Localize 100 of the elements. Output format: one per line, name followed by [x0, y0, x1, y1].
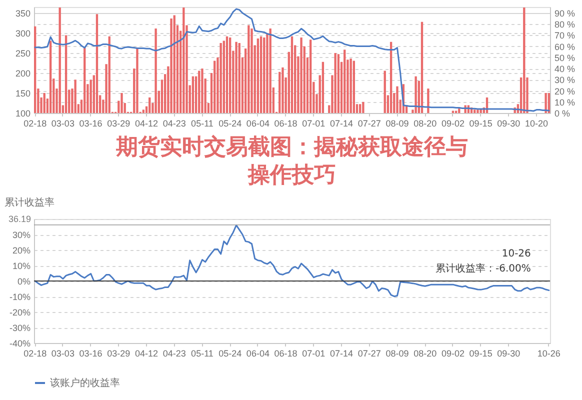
bar: [142, 110, 145, 113]
bar: [154, 28, 157, 113]
y-tick-label: -20%: [9, 308, 30, 318]
bar: [337, 54, 340, 113]
bar: [220, 43, 222, 113]
x-tick-label: 07-01: [302, 118, 326, 128]
bar: [64, 35, 68, 113]
x-tick-label: 03-16: [79, 118, 102, 128]
x-tick-label: 08-20: [414, 118, 437, 128]
bar: [523, 7, 526, 113]
bar: [352, 60, 355, 113]
x-tick-label: 09-02: [441, 348, 464, 358]
x-tick-label: 07-01: [302, 348, 326, 358]
y-tick-label: 30%: [12, 230, 30, 240]
x-tick-label: 05-11: [191, 348, 214, 358]
line-series: [34, 224, 550, 298]
bar: [74, 80, 76, 113]
y-tick-label: -10%: [9, 292, 30, 302]
x-tick-label: 09-30: [497, 348, 520, 358]
bar: [201, 68, 204, 113]
x-tick-label: 07-14: [330, 348, 354, 358]
bar: [334, 53, 336, 113]
x-tick-label: 10-20: [525, 118, 548, 128]
x-tick-label: 07-14: [330, 118, 354, 128]
x-tick-label: 04-23: [162, 118, 186, 128]
bar: [350, 58, 352, 113]
bar: [229, 37, 232, 113]
bar: [120, 93, 123, 113]
bar: [136, 48, 138, 113]
x-tick-label: 05-24: [218, 348, 242, 358]
y-tick-label: 100: [15, 108, 30, 118]
bar: [260, 36, 262, 113]
x-tick-label: 03-03: [51, 348, 74, 358]
x-tick-label: 05-24: [218, 118, 242, 128]
x-tick-label: 05-11: [191, 118, 214, 128]
bar: [170, 18, 172, 113]
y2-tick-label: 0 %: [554, 108, 570, 118]
bar: [344, 50, 346, 113]
bar: [322, 62, 324, 113]
bar: [300, 37, 302, 113]
bar: [96, 14, 98, 113]
x-tick-label: 04-12: [135, 118, 158, 128]
bar: [362, 102, 364, 113]
bar: [427, 88, 430, 113]
bar: [476, 110, 479, 113]
x-tick-label: 08-20: [414, 348, 437, 358]
bar: [248, 25, 250, 113]
y2-tick-label: 80 %: [554, 20, 576, 30]
x-tick-label: 03-29: [107, 348, 130, 358]
x-tick-label: 03-16: [79, 348, 102, 358]
bar: [173, 15, 176, 113]
bar: [396, 86, 398, 113]
bar: [226, 36, 228, 113]
x-tick-label: 09-15: [469, 118, 492, 128]
bar: [282, 67, 284, 113]
bar: [420, 22, 424, 113]
x-tick-label: 06-04: [246, 118, 270, 128]
x-tick-label: 06-18: [274, 118, 298, 128]
bar: [222, 40, 225, 113]
bar: [414, 76, 417, 113]
bar: [43, 93, 46, 113]
bar: [192, 76, 194, 113]
bar: [390, 42, 392, 113]
bar: [256, 38, 260, 113]
bar: [198, 70, 200, 113]
bar: [235, 42, 238, 113]
x-tick-label: 06-18: [274, 348, 298, 358]
x-tick-label: 06-04: [246, 348, 270, 358]
x-tick-label: 02-18: [24, 348, 47, 358]
bar: [269, 28, 272, 113]
x-tick-label: 09-15: [469, 348, 492, 358]
y2-tick-label: 10 %: [554, 97, 576, 108]
bar: [263, 37, 266, 113]
x-tick-label: 03-29: [107, 118, 130, 128]
x-tick-label: 07-27: [358, 348, 381, 358]
bar: [108, 36, 110, 113]
y-tick-label: 20%: [12, 246, 30, 256]
y-tick-label: 150: [15, 88, 30, 98]
y2-tick-label: 50 %: [554, 52, 576, 63]
x-tick-label: 02-18: [24, 118, 47, 128]
bar: [458, 108, 460, 113]
y-tick-label: -30%: [9, 323, 30, 333]
bar: [214, 60, 216, 113]
bar: [278, 72, 281, 113]
y2-tick-label: 20 %: [554, 86, 576, 96]
bar: [34, 26, 36, 113]
bar: [58, 7, 61, 113]
bar: [250, 28, 253, 113]
y-tick-label: 350: [15, 8, 30, 18]
bar: [148, 97, 151, 113]
y2-tick-label: 60 %: [554, 42, 576, 52]
x-tick-label: 07-27: [358, 118, 381, 128]
x-tick-label: 04-12: [135, 348, 158, 358]
y-tick-label: -40%: [9, 338, 30, 348]
x-tick-label: 03-03: [51, 118, 74, 128]
chart-title: 期货实时交易截图：揭秘获取途径与操作技巧: [115, 134, 468, 188]
y2-tick-label: 30 %: [554, 75, 576, 86]
bar: [309, 40, 312, 113]
bar: [84, 47, 86, 113]
bar: [384, 70, 386, 113]
